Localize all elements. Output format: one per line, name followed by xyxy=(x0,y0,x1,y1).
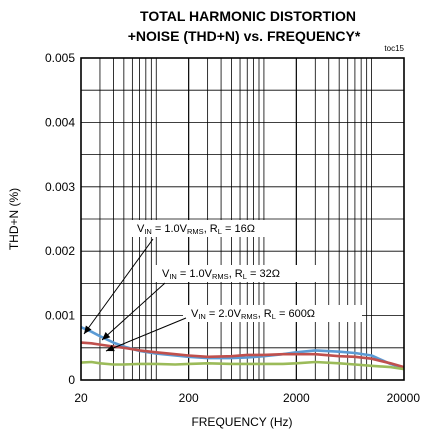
arrow-head xyxy=(84,325,92,334)
annotation-arrow xyxy=(105,317,187,352)
chart-title-line2: +NOISE (THD+N) vs. FREQUENCY* xyxy=(128,28,361,44)
y-tick-label: 0.004 xyxy=(45,115,75,129)
x-tick-labels: 20 200 2000 20000 xyxy=(74,391,420,405)
y-tick-label: 0.003 xyxy=(45,180,75,194)
annotation-bg xyxy=(154,265,322,282)
x-tick-label: 200 xyxy=(179,391,199,405)
plot-frame xyxy=(80,57,405,381)
annotation-bg xyxy=(183,305,362,322)
annotation-bg xyxy=(129,220,292,237)
chart-tag: toc15 xyxy=(384,44,404,53)
arrow-head xyxy=(102,332,111,340)
x-tick-label: 20 xyxy=(74,391,88,405)
annotation-3: VIN = 2.0VRMS, RL = 600Ω xyxy=(105,305,362,352)
annotation-text: VIN = 1.0VRMS, RL = 32Ω xyxy=(162,268,280,281)
series-line-3 xyxy=(80,360,405,371)
annotation-2: VIN = 1.0VRMS, RL = 32Ω xyxy=(101,265,322,341)
y-tick-label: 0.002 xyxy=(45,244,75,258)
annotations: VIN = 1.0VRMS, RL = 16Ω VIN = 1.0VRMS, RL… xyxy=(83,220,362,352)
y-axis-label: THD+N (%) xyxy=(7,188,21,250)
annotation-1: VIN = 1.0VRMS, RL = 16Ω xyxy=(83,220,292,335)
x-tick-label: 20000 xyxy=(387,391,421,405)
x-axis-label: FREQUENCY (Hz) xyxy=(191,415,292,429)
y-tick-label: 0.001 xyxy=(45,309,75,323)
series-line-1 xyxy=(80,326,405,370)
y-tick-label: 0.005 xyxy=(45,51,75,65)
annotation-text: VIN = 2.0VRMS, RL = 600Ω xyxy=(191,308,315,321)
chart-title-line1: TOTAL HARMONIC DISTORTION xyxy=(140,8,356,24)
grid-lines xyxy=(81,58,404,380)
annotation-arrow xyxy=(83,238,154,335)
y-tick-labels: 0 0.001 0.002 0.003 0.004 0.005 xyxy=(45,51,75,387)
annotation-text: VIN = 1.0VRMS, RL = 16Ω xyxy=(137,223,255,236)
y-tick-label: 0 xyxy=(68,373,75,387)
arrow-head xyxy=(106,344,115,352)
x-tick-label: 2000 xyxy=(283,391,310,405)
annotation-arrow xyxy=(101,282,166,341)
